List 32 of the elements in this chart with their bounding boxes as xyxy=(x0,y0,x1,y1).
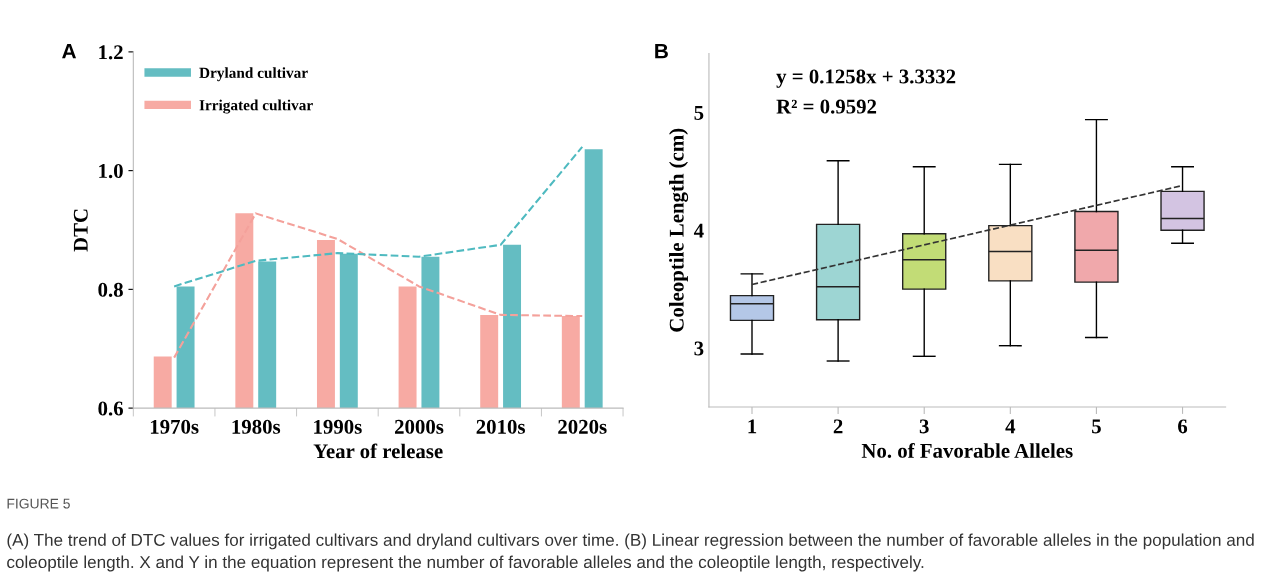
y-tick-label: 5 xyxy=(694,106,704,120)
annotation: y = 0.1258x + 3.3332 xyxy=(776,69,956,88)
y-tick-label: 1.0 xyxy=(99,164,123,179)
x-tick-label: 6 xyxy=(1178,419,1188,434)
x-axis-title: Year of release xyxy=(313,443,443,459)
legend-label: Dryland cultivar xyxy=(199,67,308,82)
y-tick-label: 4 xyxy=(693,223,704,238)
y-tick-label: 3 xyxy=(694,341,704,356)
line-series xyxy=(173,145,584,288)
y-tick-label: 0.8 xyxy=(98,282,123,297)
x-tick-label: 1 xyxy=(748,419,757,434)
x-tick-label: 4 xyxy=(1005,419,1016,434)
x-tick-label: 2 xyxy=(833,419,843,434)
legend-label: Irrigated cultivar xyxy=(199,99,313,114)
y-tick-label: 1.2 xyxy=(99,45,123,60)
x-tick-label: 2010s xyxy=(476,419,525,434)
x-tick-label: 1970s xyxy=(150,419,199,434)
text: (A) The trend of DTC values for irrigated cultivars and dryland cultivars over time. (B) Linear regression between the number of favorable alleles in the population and coleoptile length. X and Y in the equation represent the number of favorable alleles and the coleoptile length, respectively. xyxy=(7,533,1254,572)
annotation: R² = 0.9592 xyxy=(776,99,877,114)
x-tick-label: 3 xyxy=(919,419,929,434)
y-axis-title: DTC xyxy=(73,209,88,252)
caption: FIGURE 5 xyxy=(7,498,70,509)
x-tick-label: 1980s xyxy=(232,419,281,434)
x-tick-label: 2000s xyxy=(394,419,444,434)
x-tick-label: 1990s xyxy=(314,419,362,434)
text: A xyxy=(62,43,77,59)
y-tick-label: 0.6 xyxy=(98,401,123,416)
x-tick-label: 2020s xyxy=(558,419,607,434)
x-tick-label: 5 xyxy=(1092,419,1101,434)
x-axis-title: No. of Favorable Alleles xyxy=(861,442,1073,458)
y-axis-title: Coleoptile Length (cm) xyxy=(669,128,689,332)
text: B xyxy=(655,43,668,59)
